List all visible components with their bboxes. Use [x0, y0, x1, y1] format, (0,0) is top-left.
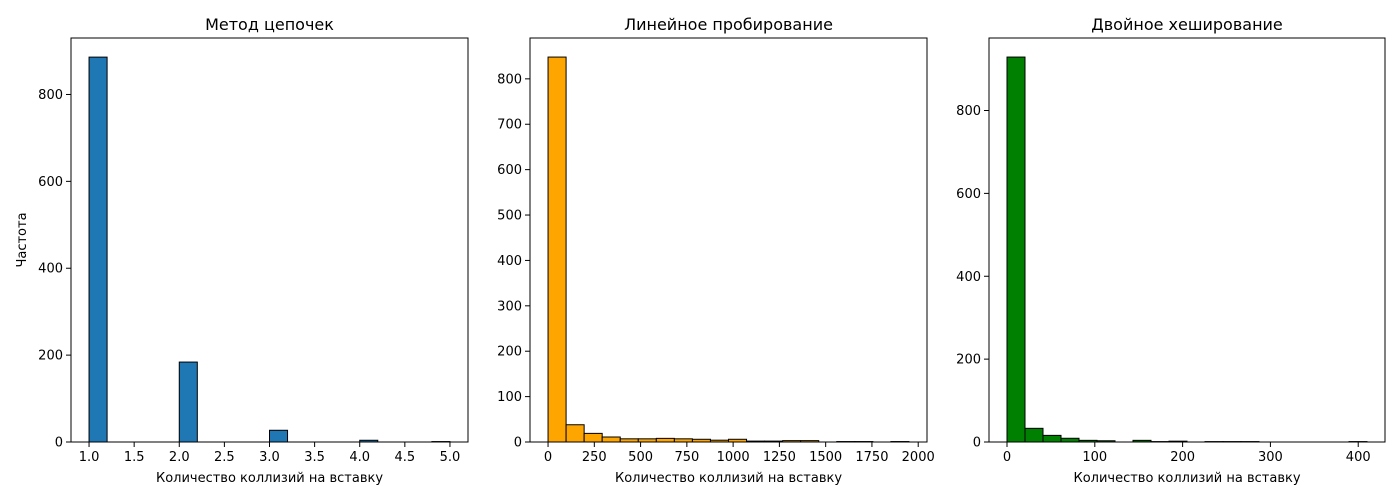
double-hashing-x-tick-label: 300 [1258, 450, 1283, 465]
linear-probing-x-tick-label: 250 [582, 450, 607, 465]
chaining-y-ticks: 0 200 400 600 800 [38, 88, 71, 451]
double-hashing-bar [1060, 437, 1080, 443]
chaining-title: Метод цепочек [205, 15, 334, 34]
double-hashing-x-tick-label: 200 [1170, 450, 1195, 465]
chaining-x-tick-label: 4.0 [349, 450, 370, 465]
linear-probing-x-tick-label: 1500 [809, 450, 842, 465]
chaining-x-tick-label: 5.0 [440, 450, 461, 465]
chaining-y-tick-label: 400 [38, 262, 63, 277]
double-hashing-plot-frame [988, 37, 1386, 443]
double-hashing-bars [1006, 56, 1368, 443]
double-hashing-x-tick-label: 400 [1346, 450, 1371, 465]
linear-probing-x-tick-label: 1000 [717, 450, 750, 465]
chaining-histogram: 1.0 1.5 2.0 2.5 3.0 3.5 4.0 4.5 5.0 0 200 400 600 80… [15, 15, 469, 486]
linear-probing-title: Линейное пробирование [624, 15, 833, 34]
linear-probing-y-tick-label: 500 [497, 209, 522, 224]
chaining-x-ticks: 1.0 1.5 2.0 2.5 3.0 3.5 4.0 4.5 5.0 [79, 442, 461, 465]
linear-probing-x-tick-label: 1250 [763, 450, 796, 465]
chaining-bar [88, 56, 108, 443]
double-hashing-y-tick-label: 800 [956, 104, 981, 119]
chaining-x-tick-label: 1.5 [124, 450, 145, 465]
double-hashing-y-ticks: 0 200 400 600 800 [956, 104, 989, 451]
linear-probing-x-tick-label: 1750 [855, 450, 888, 465]
linear-probing-x-tick-label: 500 [628, 450, 653, 465]
linear-probing-x-tick-label: 750 [674, 450, 699, 465]
linear-probing-bar [565, 424, 585, 443]
linear-probing-bar [655, 437, 675, 443]
linear-probing-bars [547, 56, 910, 443]
double-hashing-y-tick-label: 400 [956, 270, 981, 285]
linear-probing-y-tick-label: 700 [497, 118, 522, 133]
chaining-bar [178, 361, 198, 443]
chaining-x-tick-label: 3.0 [259, 450, 280, 465]
linear-probing-histogram: 0 250 500 750 1000 1250 1500 1750 2000 0 100 200 30… [497, 15, 935, 486]
double-hashing-y-tick-label: 600 [956, 187, 981, 202]
linear-probing-y-tick-label: 400 [497, 254, 522, 269]
double-hashing-x-tick-label: 100 [1082, 450, 1107, 465]
chaining-y-tick-label: 200 [38, 349, 63, 364]
chaining-x-tick-label: 1.0 [79, 450, 100, 465]
linear-probing-bar [601, 436, 621, 443]
chaining-y-tick-label: 800 [38, 88, 63, 103]
linear-probing-x-ticks: 0 250 500 750 1000 1250 1500 1750 2000 [544, 442, 935, 465]
chaining-x-tick-label: 2.0 [169, 450, 190, 465]
linear-probing-bar [547, 56, 567, 443]
linear-probing-y-tick-label: 0 [514, 436, 522, 451]
double-hashing-y-tick-label: 0 [973, 436, 981, 451]
double-hashing-bar [1006, 56, 1026, 443]
linear-probing-y-tick-label: 200 [497, 345, 522, 360]
double-hashing-y-tick-label: 200 [956, 353, 981, 368]
chaining-x-tick-label: 4.5 [394, 450, 415, 465]
linear-probing-bar [583, 432, 603, 443]
chaining-plot-frame [70, 37, 469, 443]
linear-probing-y-tick-label: 800 [497, 72, 522, 87]
chaining-bars [88, 56, 451, 443]
double-hashing-histogram: 0 100 200 300 400 0 200 400 600 800 Двойное хеши… [956, 15, 1386, 486]
linear-probing-y-ticks: 0 100 200 300 400 500 600 700 800 [497, 72, 530, 451]
linear-probing-y-tick-label: 100 [497, 390, 522, 405]
double-hashing-x-ticks: 0 100 200 300 400 [1003, 442, 1371, 465]
double-hashing-x-tick-label: 0 [1003, 450, 1011, 465]
linear-probing-x-tick-label: 2000 [902, 450, 935, 465]
chaining-x-axis-label: Количество коллизий на вставку [156, 471, 383, 486]
double-hashing-title: Двойное хеширование [1091, 15, 1283, 34]
double-hashing-x-axis-label: Количество коллизий на вставку [1073, 471, 1300, 486]
chaining-y-tick-label: 600 [38, 175, 63, 190]
chaining-x-tick-label: 2.5 [214, 450, 235, 465]
chaining-y-tick-label: 0 [55, 436, 63, 451]
linear-probing-y-tick-label: 600 [497, 163, 522, 178]
linear-probing-x-tick-label: 0 [544, 450, 552, 465]
double-hashing-bar [1042, 434, 1062, 443]
linear-probing-x-axis-label: Количество коллизий на вставку [615, 471, 842, 486]
linear-probing-y-tick-label: 300 [497, 299, 522, 314]
chaining-bar [269, 429, 289, 443]
chaining-x-tick-label: 3.5 [304, 450, 325, 465]
double-hashing-bar [1024, 427, 1044, 443]
linear-probing-plot-frame [529, 37, 928, 443]
chaining-y-axis-label: Частота [15, 212, 30, 267]
